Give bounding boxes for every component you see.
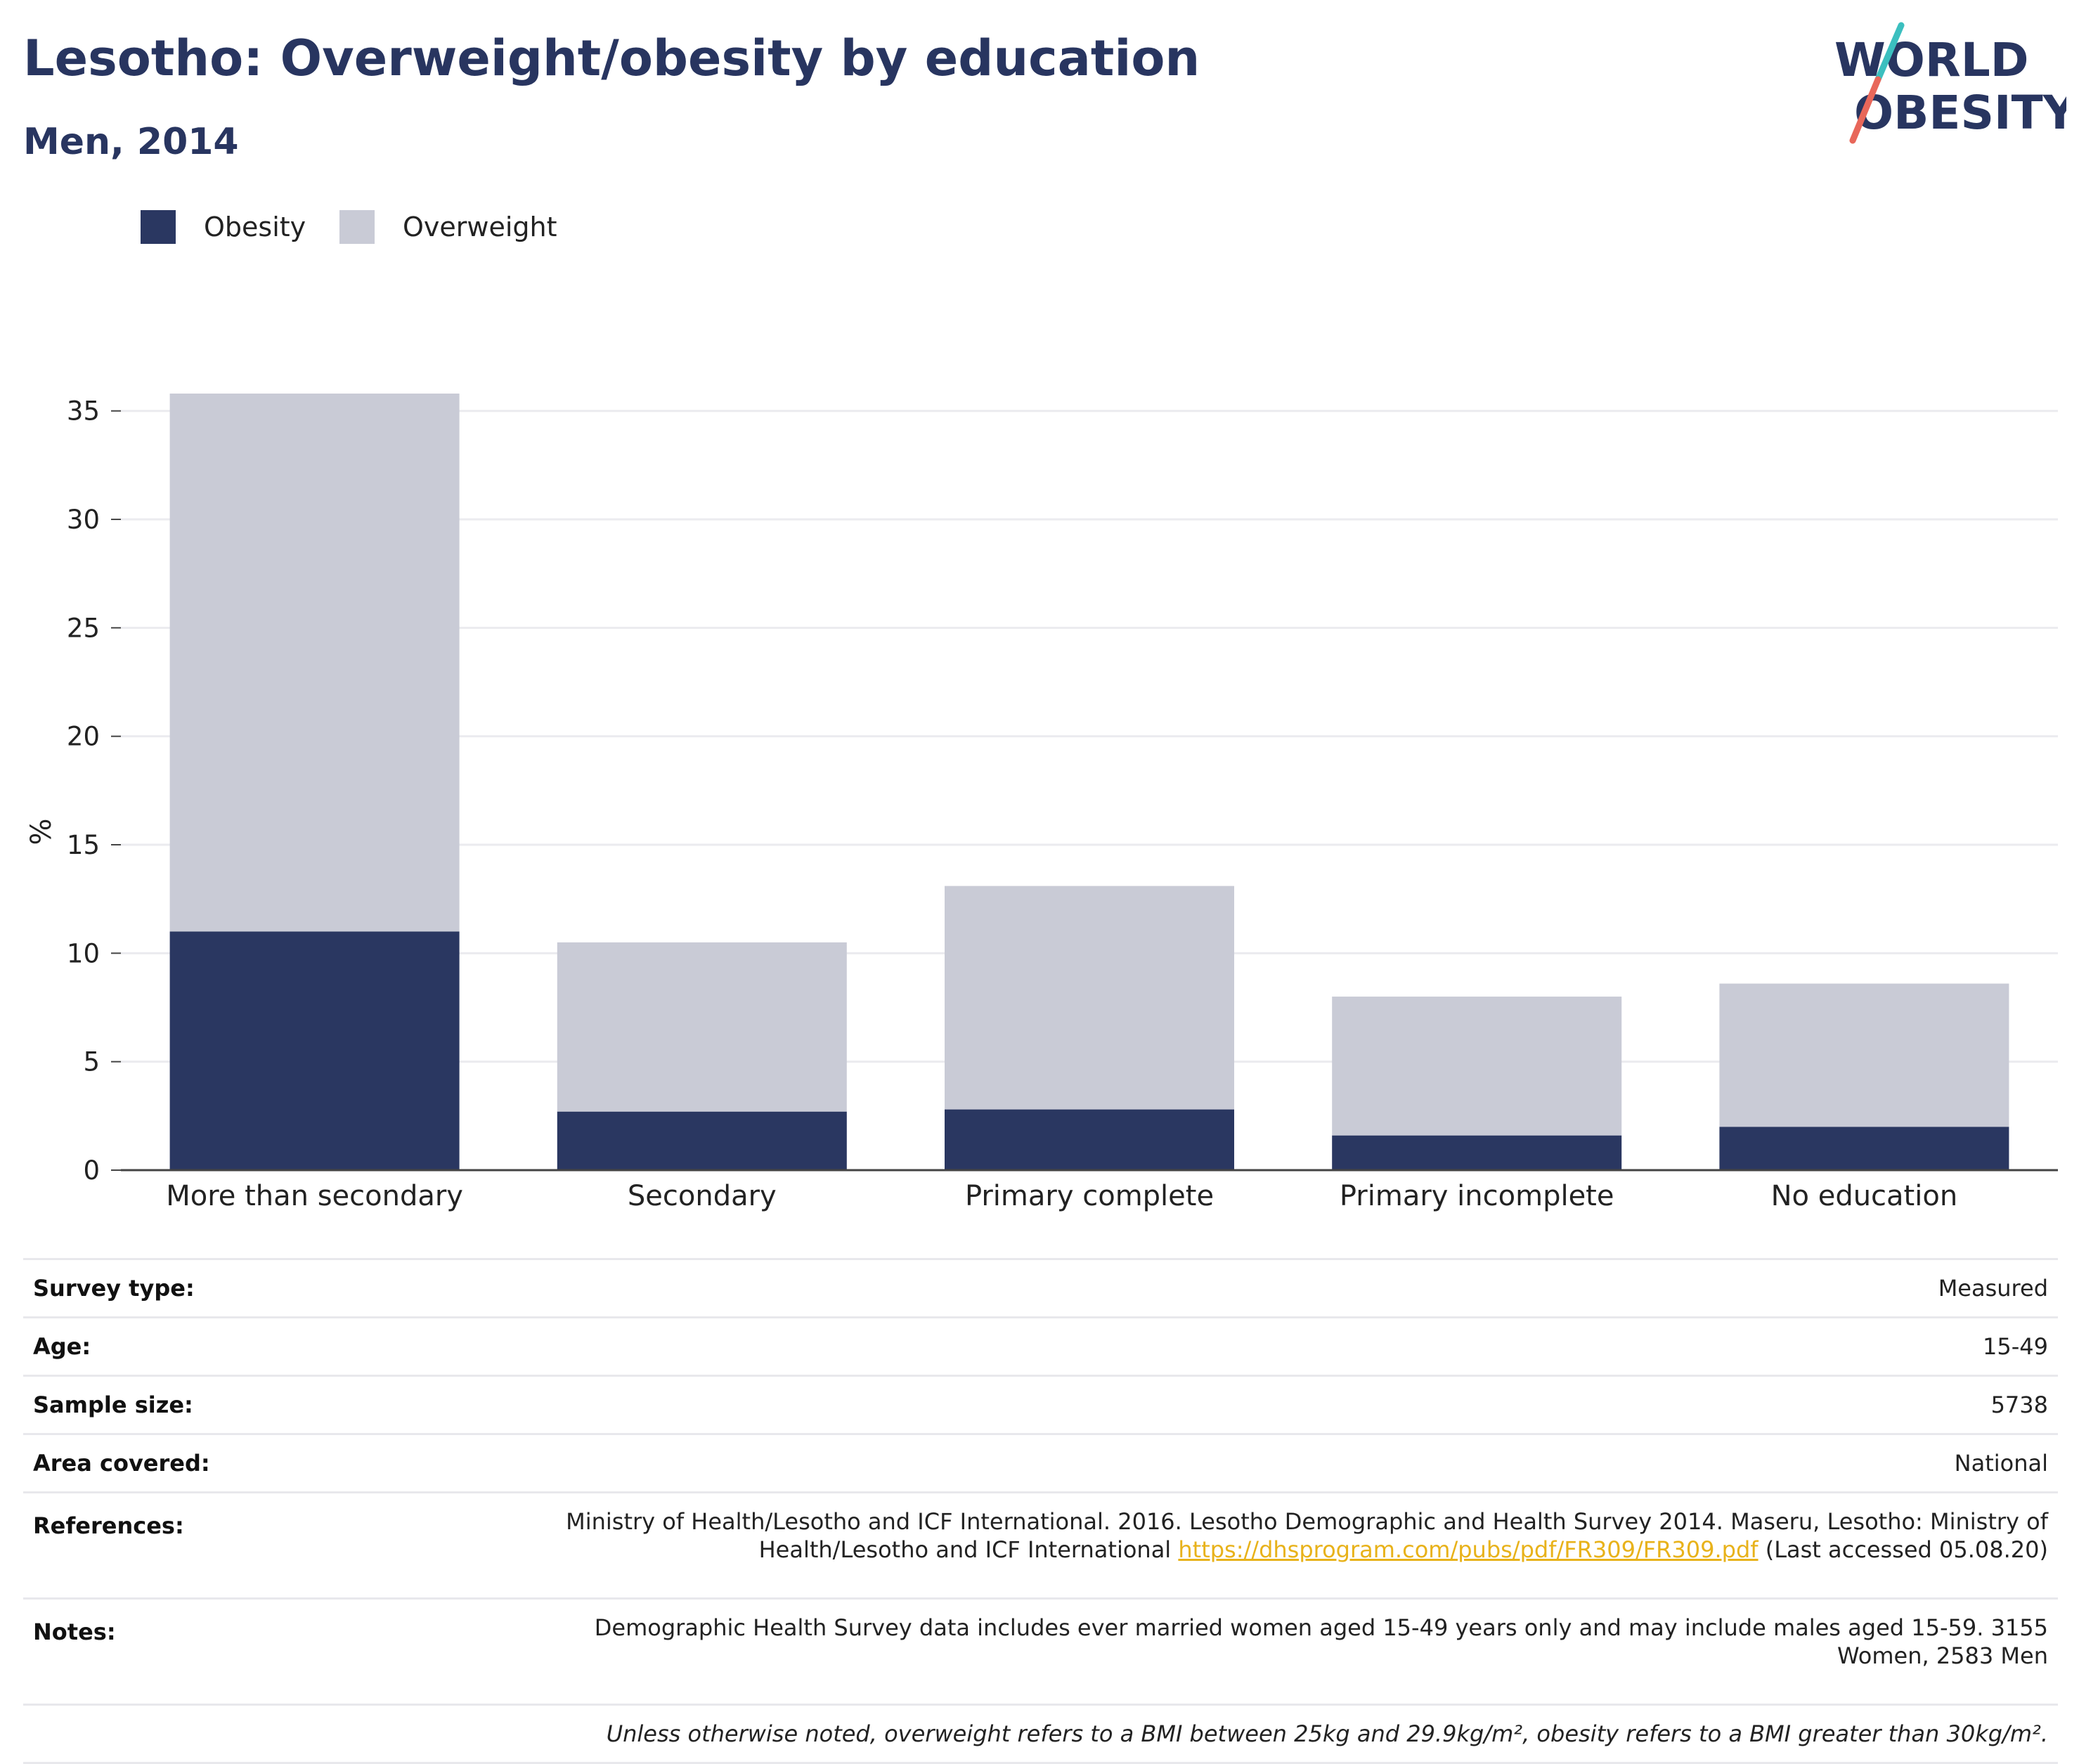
y-tick-label-10: 10 — [67, 938, 100, 968]
survey-type-value: Measured — [408, 1258, 2058, 1318]
age-value: 15-49 — [408, 1316, 2058, 1376]
notes-line2: Women, 2583 Men — [1837, 1642, 2048, 1669]
references-link[interactable]: https://dhsprogram.com/pubs/pdf/FR309/FR… — [1178, 1536, 1759, 1563]
bar-overweight-0[interactable] — [169, 394, 460, 932]
references-line2-pre: Health/Lesotho and ICF International — [758, 1536, 1179, 1563]
page-subtitle: Men, 2014 — [23, 121, 239, 163]
area-covered-label: Area covered: — [23, 1433, 408, 1493]
y-tick-label-15: 15 — [67, 830, 100, 860]
sample-size-value: 5738 — [408, 1375, 2058, 1434]
references-line2-post: (Last accessed 05.08.20) — [1758, 1536, 2048, 1563]
info-row-references: References: Ministry of Health/Lesotho a… — [23, 1491, 2058, 1599]
chart-axes: 0 5 10 15 20 25 30 35% More than secondary Second… — [25, 396, 2058, 1212]
logo-slash-teal-icon — [1874, 22, 1905, 83]
notes-value: Demographic Health Survey data includes … — [408, 1597, 2058, 1705]
x-tick-label-3: Primary incomplete — [1340, 1180, 1614, 1212]
x-tick-label-4: No education — [1771, 1180, 1958, 1212]
bar-obesity-2[interactable] — [945, 1109, 1234, 1170]
survey-type-label: Survey type: — [23, 1258, 408, 1318]
bar-overweight-1[interactable] — [557, 942, 847, 1112]
references-line1: Ministry of Health/Lesotho and ICF Inter… — [566, 1508, 2048, 1535]
info-row-area-covered: Area covered: National — [23, 1433, 2058, 1493]
world-obesity-logo: WORLD OBESITY — [1834, 22, 2066, 144]
x-tick-label-2: Primary complete — [965, 1180, 1214, 1212]
bar-obesity-3[interactable] — [1332, 1135, 1622, 1170]
age-label: Age: — [23, 1316, 408, 1376]
x-tick-label-1: Secondary — [628, 1180, 777, 1212]
bar-overweight-2[interactable] — [945, 886, 1234, 1110]
notes-label: Notes: — [23, 1597, 408, 1705]
references-label: References: — [23, 1491, 408, 1599]
legend-item-obesity[interactable]: Obesity — [141, 209, 306, 245]
bar-obesity-4[interactable] — [1719, 1127, 2009, 1170]
y-tick-label-25: 25 — [67, 613, 100, 643]
y-tick-label-20: 20 — [67, 722, 100, 752]
bar-obesity-1[interactable] — [557, 1111, 847, 1170]
bar-overweight-4[interactable] — [1719, 983, 2009, 1127]
y-tick-label-35: 35 — [67, 396, 100, 427]
footnote: Unless otherwise noted, overweight refer… — [408, 1704, 2058, 1764]
legend-swatch-overweight — [339, 210, 375, 244]
chart-bars — [169, 394, 2009, 1170]
notes-line1: Demographic Health Survey data includes … — [594, 1614, 2048, 1641]
page-title: Lesotho: Overweight/obesity by education — [23, 30, 1200, 87]
bar-chart: 0 5 10 15 20 25 30 35% More than secondary Second… — [25, 394, 2058, 1212]
legend-swatch-obesity — [141, 210, 176, 244]
x-tick-label-0: More than secondary — [166, 1180, 463, 1212]
y-tick-label-0: 0 — [83, 1155, 100, 1186]
survey-info-table: Survey type: Measured Age: 15-49 Sample … — [23, 1258, 2058, 1764]
logo-text-obesity: OBESITY — [1854, 86, 2066, 140]
info-row-footnote: Unless otherwise noted, overweight refer… — [23, 1704, 2058, 1764]
legend-label-overweight: Overweight — [403, 212, 557, 242]
sample-size-label: Sample size: — [23, 1375, 408, 1434]
logo-text-world: WORLD — [1834, 33, 2029, 87]
info-row-survey-type: Survey type: Measured — [23, 1258, 2058, 1318]
y-tick-label-5: 5 — [83, 1047, 100, 1077]
y-tick-label-30: 30 — [67, 505, 100, 535]
bar-obesity-0[interactable] — [169, 931, 460, 1170]
legend-item-overweight[interactable]: Overweight — [339, 209, 557, 245]
references-value: Ministry of Health/Lesotho and ICF Inter… — [408, 1491, 2058, 1599]
bar-overweight-3[interactable] — [1332, 997, 1622, 1136]
area-covered-value: National — [408, 1433, 2058, 1493]
info-row-notes: Notes: Demographic Health Survey data in… — [23, 1597, 2058, 1705]
info-row-sample-size: Sample size: 5738 — [23, 1375, 2058, 1434]
legend-label-obesity: Obesity — [204, 212, 306, 242]
y-axis-title: % — [25, 818, 58, 845]
info-row-age: Age: 15-49 — [23, 1316, 2058, 1376]
logo-slash-coral-icon — [1849, 76, 1882, 144]
